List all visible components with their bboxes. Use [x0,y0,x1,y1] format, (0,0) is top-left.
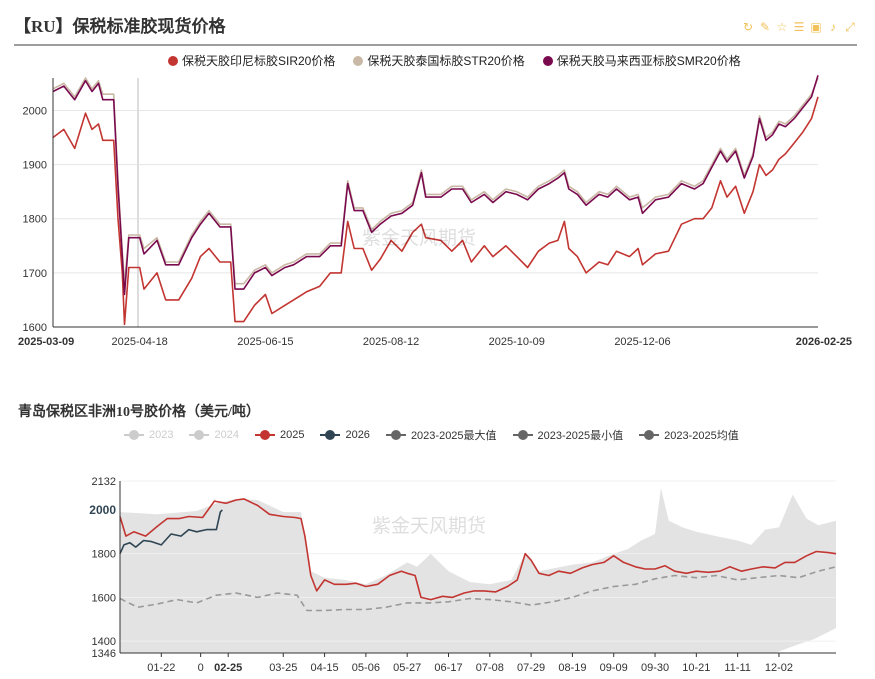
y-tick-label: 2000 [23,105,47,117]
legend-marker [639,430,660,440]
chart1-toolbar: ↻ ✎ ☆ ☰ ▣ ♪ ⤢ [741,20,857,34]
x-tick-label: 02-25 [214,662,242,674]
series-line [119,566,837,612]
chart2-title: 青岛保税区非洲10号胶价格（美元/吨） [18,405,260,420]
legend-marker [512,430,533,440]
legend-item-min[interactable]: 2023-2025最小值 [512,427,624,443]
x-tick-label: 10-21 [682,662,710,674]
x-tick-label: 07-08 [476,662,504,674]
x-tick-label: 11-11 [724,662,751,674]
x-tick-label: 2025-06-15 [237,336,293,348]
legend-item-2024[interactable]: 2024 [189,427,239,443]
x-tick-label: 06-17 [434,662,462,674]
legend-marker [124,430,144,440]
series-line [119,498,837,601]
legend-marker [320,430,341,440]
chart1-title: 【RU】保税标准胶现货价格 [14,17,226,36]
legend-item-sir20[interactable]: 保税天胶印尼标胶SIR20价格 [168,52,335,69]
legend-item-str20[interactable]: 保税天胶泰国标胶STR20价格 [353,52,525,69]
x-tick-label: 2025-08-12 [363,336,419,348]
crosshair-value-label: 2000 [89,503,116,517]
legend-label: 2023-2025最大值 [410,430,497,442]
range-band [120,488,836,653]
x-tick-label: 2025-04-18 [112,336,168,348]
x-tick-label: 07-29 [517,662,545,674]
series-line [52,75,819,296]
y-tick-label: 1346 [92,648,116,660]
y-tick-label: 2132 [92,476,116,488]
x-tick-label: 2025-12-06 [614,336,670,348]
legend-label: 保税天胶泰国标胶STR20价格 [367,54,525,68]
legend-item-2023[interactable]: 2023 [124,427,173,443]
x-tick-label: 12-02 [765,662,793,674]
legend-label: 保税天胶马来西亚标胶SMR20价格 [556,54,741,68]
legend-label: 2026 [345,429,370,441]
legend-label: 2023 [149,429,174,441]
edit-icon[interactable]: ✎ [759,20,771,34]
legend-item-2025[interactable]: 2025 [254,427,305,443]
x-tick-label: 2025-03-09 [18,336,74,348]
series-line [52,96,819,326]
x-tick-label: 2026-02-25 [796,336,852,348]
watermark: 紫金天风期货 [362,227,476,249]
y-tick-label: 1600 [23,322,47,334]
bell-icon[interactable]: ♪ [830,20,836,34]
chart1-legend: 保税天胶印尼标胶SIR20价格 保税天胶泰国标胶STR20价格 保税天胶马来西亚… [168,52,741,69]
legend-label: 2023-2025最小值 [537,430,624,442]
x-tick-label: 03-25 [269,662,297,674]
list-icon[interactable]: ☰ [793,20,805,34]
x-tick-label: 04-15 [311,662,339,674]
legend-item-max[interactable]: 2023-2025最大值 [385,427,497,443]
legend-marker [254,430,275,440]
watermark: 紫金天风期货 [372,515,486,537]
chart1-plot: 1600 1700 1800 1900 2000 2025-03-09 2025-04-18… [18,75,852,348]
legend-marker [189,430,210,440]
x-tick-label: 05-27 [393,662,421,674]
x-tick-label: 05-06 [352,662,380,674]
legend-label: 2024 [214,429,239,441]
legend-marker [542,55,553,66]
expand-icon[interactable]: ⤢ [845,20,855,34]
y-tick-label: 1400 [92,636,116,648]
y-tick-label: 1800 [23,214,47,226]
y-tick-label: 1600 [92,592,116,604]
x-tick-label: 2025-10-09 [489,336,545,348]
legend-marker [168,55,178,66]
refresh-icon[interactable]: ↻ [742,20,754,34]
legend-item-smr20[interactable]: 保税天胶马来西亚标胶SMR20价格 [542,52,741,69]
legend-label: 2025 [279,429,305,441]
y-tick-label: 1700 [23,268,47,280]
x-tick-label: 0 [198,662,204,674]
x-tick-label: 08-19 [558,662,586,674]
legend-item-2026[interactable]: 2026 [320,427,370,443]
image-icon[interactable]: ▣ [810,20,822,34]
y-tick-label: 1900 [23,160,47,172]
series-line [119,509,223,555]
legend-item-mean[interactable]: 2023-2025均值 [639,427,739,443]
legend-label: 保税天胶印尼标胶SIR20价格 [182,54,336,68]
chart1-header: 【RU】保税标准胶现货价格 ↻ ✎ ☆ ☰ ▣ ♪ ⤢ [14,0,857,46]
x-tick-label: 01-22 [147,662,175,674]
legend-label: 2023-2025均值 [664,430,739,442]
chart2-legend: 2023 2024 2025 2026 2023-2025最大值 2023-20… [124,427,739,443]
y-tick-label: 1800 [92,549,116,561]
legend-marker [353,55,364,66]
star-icon[interactable]: ☆ [776,20,788,34]
x-tick-label: 09-30 [641,662,669,674]
x-tick-label: 09-09 [600,662,628,674]
legend-marker [385,430,406,440]
